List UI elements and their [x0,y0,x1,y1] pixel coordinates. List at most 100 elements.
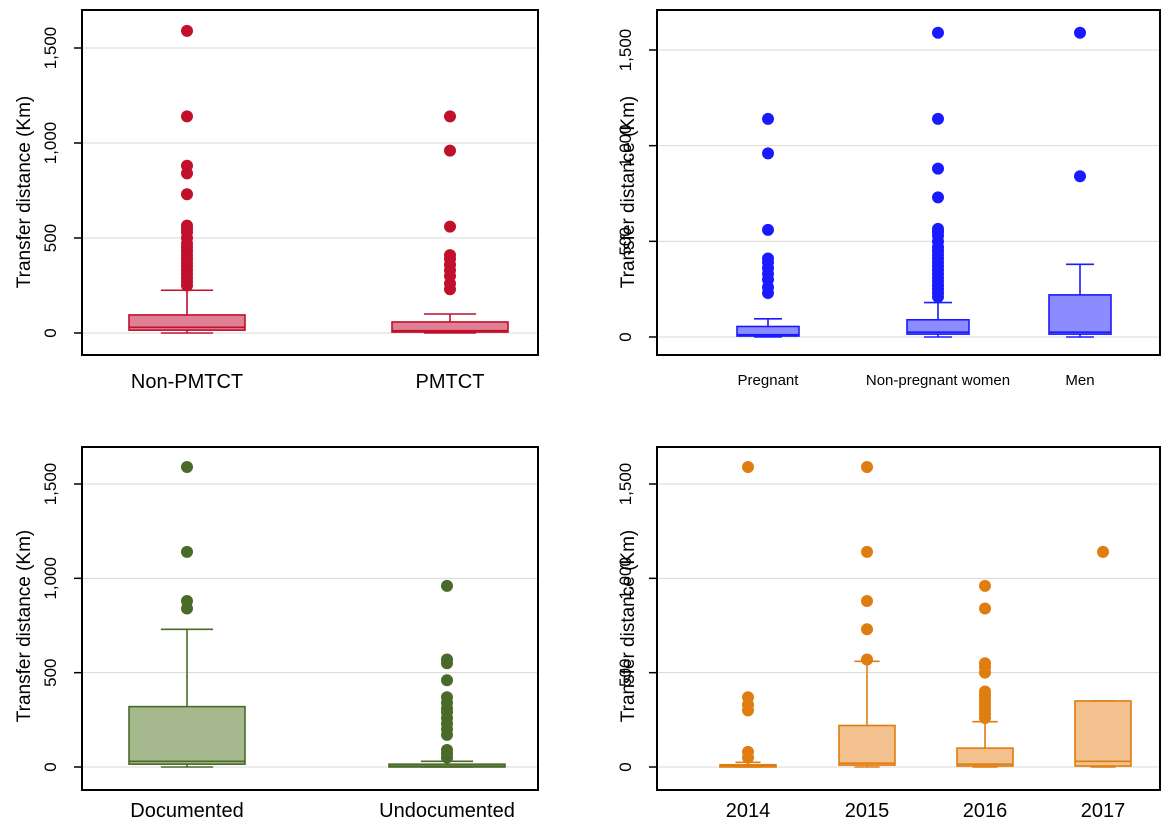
outlier-point [742,461,754,474]
outlier-point [441,579,453,592]
category-label: Pregnant [738,372,800,389]
box-iqr [838,724,896,766]
outlier-point [742,691,754,704]
outlier-point [441,744,453,757]
box-non-pregnant-women [906,26,970,338]
y-tick-label: 500 [616,658,635,686]
outlier-point [181,545,193,558]
category-label: Non-PMTCT [131,371,243,393]
box-pmtct [391,110,509,334]
outlier-point [181,219,193,232]
box-iqr [128,314,246,331]
y-tick-label: 500 [41,658,60,686]
box-iqr [736,325,800,337]
box-iqr [1048,294,1112,335]
chart-panel-2: 0 500 1,000 1,500 Transfer distance (Km) Preg… [616,9,1161,389]
box-iqr [128,705,246,765]
y-tick-label: 1,000 [616,557,635,600]
y-axis-label: Transfer distance (Km) [618,96,639,289]
y-axis-label: Transfer distance (Km) [14,530,35,723]
outlier-point [932,162,944,175]
y-tick-label: 0 [616,332,635,341]
box-documented [128,461,246,768]
outlier-point [181,188,193,201]
outlier-point [1097,545,1109,558]
outlier-point [181,461,193,474]
outlier-point [441,691,453,704]
outlier-point [1074,170,1086,183]
box-2017 [1074,545,1132,768]
box-2016 [956,579,1014,768]
outlier-point [861,545,873,558]
plot-frame [81,446,539,791]
y-tick-label: 0 [616,762,635,771]
category-label: 2015 [845,800,890,822]
outlier-point [979,579,991,592]
outlier-point [444,249,456,262]
plot-frame [656,9,1161,356]
y-tick-label: 1,000 [41,122,60,165]
outlier-point [979,602,991,615]
y-tick-label: 1,500 [616,463,635,506]
box-iqr [1074,700,1132,767]
outlier-point [762,112,774,125]
outlier-point [181,110,193,123]
category-label: 2017 [1081,800,1126,822]
outlier-point [181,24,193,37]
chart-panel-1: 0 500 1,000 1,500 Transfer distance (Km) Non-… [14,9,539,393]
y-tick-label: 500 [41,224,60,252]
y-axis-label: Transfer distance (Km) [618,530,639,723]
outlier-point [441,653,453,666]
outlier-point [181,594,193,607]
outlier-point [1074,26,1086,39]
outlier-point [932,222,944,235]
y-tick-label: 0 [41,762,60,771]
y-tick-label: 1,500 [41,27,60,70]
y-tick-label: 0 [41,328,60,337]
y-tick-label: 1,500 [41,463,60,506]
outlier-point [441,674,453,687]
outlier-point [861,653,873,666]
outlier-point [979,685,991,698]
box-non-pmtct [128,24,246,334]
outlier-point [932,112,944,125]
category-label: Documented [130,800,243,822]
outlier-point [444,144,456,157]
outlier-point [762,252,774,265]
category-label: Non-pregnant women [866,372,1010,389]
chart-panel-3: 0 500 1,000 1,500 Transfer distance (Km) Docu… [14,446,539,822]
box-iqr [956,747,1014,767]
category-label: 2014 [726,800,771,822]
outlier-point [444,110,456,123]
y-tick-label: 1,500 [616,29,635,72]
outlier-point [762,147,774,160]
outlier-point [932,26,944,39]
y-tick-label: 1,000 [616,124,635,167]
plot-frame [81,9,539,356]
outlier-point [979,657,991,670]
outlier-point [762,223,774,236]
box-2015 [838,461,896,768]
box-iqr [906,318,970,335]
outlier-point [861,461,873,474]
outlier-point [932,191,944,204]
y-axis-label: Transfer distance (Km) [14,96,35,289]
plot-frame [656,446,1161,791]
outlier-point [444,220,456,233]
box-undocumented [388,579,506,768]
chart-panel-4: 0 500 1,000 1,500 Transfer distance (Km) 2014… [616,446,1161,822]
category-label: PMTCT [416,371,485,393]
y-tick-label: 1,000 [41,557,60,600]
outlier-point [742,745,754,758]
category-label: Undocumented [379,800,515,822]
category-label: Men [1065,372,1094,389]
category-label: 2016 [963,800,1008,822]
y-tick-label: 500 [616,227,635,255]
outlier-point [861,594,873,607]
box-2014 [719,461,777,768]
outlier-point [861,623,873,636]
outlier-point [181,159,193,172]
box-iqr [391,321,509,333]
box-pregnant [736,112,800,338]
